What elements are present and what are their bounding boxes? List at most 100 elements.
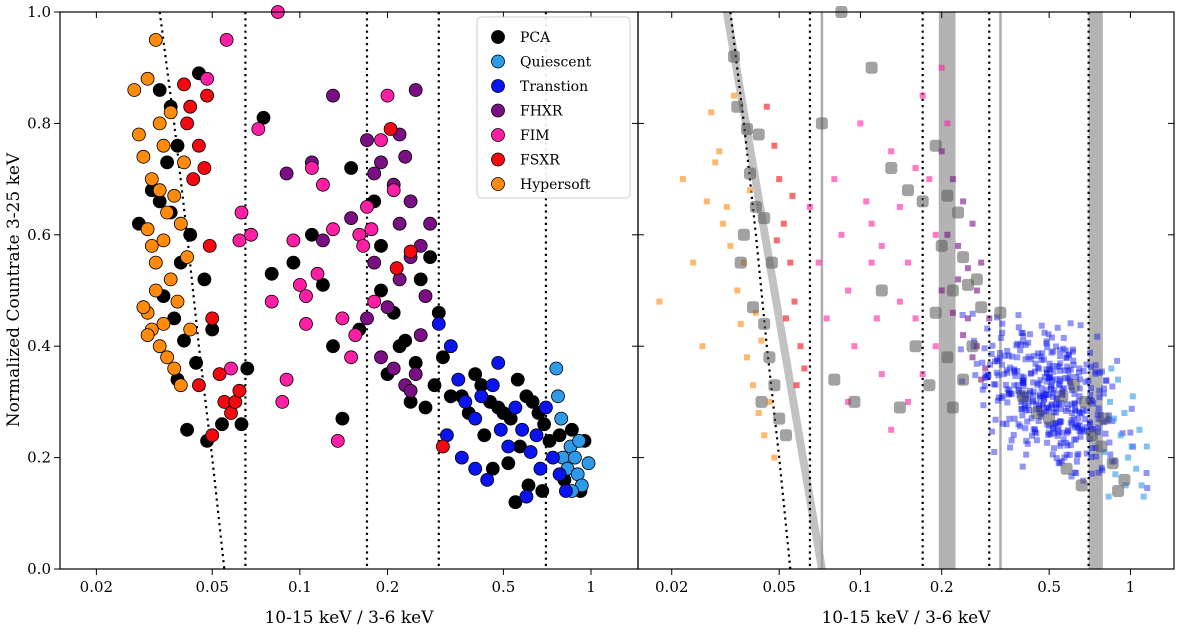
point-transtion xyxy=(1088,453,1095,460)
point-pca xyxy=(749,200,762,213)
point-transtion xyxy=(1081,427,1088,434)
point-transtion xyxy=(959,312,966,318)
point-pca xyxy=(521,478,536,493)
right-x-axis: 0.02 0.05 0.1 0.2 0.5 1 xyxy=(655,12,1135,596)
point-fhxr xyxy=(986,315,993,322)
point-pca xyxy=(240,361,255,376)
point-hypersoft xyxy=(163,272,178,287)
point-fsxr xyxy=(763,103,770,110)
point-fhxr xyxy=(938,148,945,155)
point-transtion xyxy=(1044,439,1051,446)
point-transtion xyxy=(1056,401,1062,408)
point-transtion xyxy=(1020,333,1027,339)
point-transtion xyxy=(1045,429,1052,436)
point-pca xyxy=(552,428,567,443)
point-transtion xyxy=(1088,363,1094,370)
point-transtion xyxy=(1019,463,1026,470)
point-pca xyxy=(828,373,841,386)
point-transtion xyxy=(468,461,483,476)
point-transtion xyxy=(1050,368,1057,375)
point-transtion xyxy=(1043,340,1050,347)
point-transtion xyxy=(1092,368,1099,375)
point-transtion xyxy=(1008,437,1015,444)
point-fsxr xyxy=(205,428,220,443)
point-transtion xyxy=(994,397,1001,404)
point-transtion xyxy=(1092,453,1099,460)
point-transtion xyxy=(1016,387,1023,393)
point-transtion xyxy=(1012,372,1019,379)
point-transtion xyxy=(1013,342,1020,349)
legend-label-hypersoft: Hypersoft xyxy=(520,177,591,193)
point-pca xyxy=(286,255,301,270)
point-pca xyxy=(1075,479,1088,492)
point-pca xyxy=(1079,395,1092,408)
point-transtion xyxy=(1027,331,1033,338)
point-transtion xyxy=(1047,374,1054,381)
point-transtion xyxy=(1011,415,1018,422)
legend-marker-fhxr xyxy=(491,103,505,118)
point-transtion xyxy=(1046,374,1053,381)
point-fsxr xyxy=(783,315,789,322)
point-transtion xyxy=(485,378,500,393)
point-quiescent xyxy=(1105,493,1112,500)
y-tick-label: 0.8 xyxy=(27,114,51,132)
point-transtion xyxy=(1044,344,1051,351)
point-transtion xyxy=(1029,397,1036,404)
point-pca xyxy=(902,184,914,197)
point-transtion xyxy=(1033,430,1040,437)
point-fsxr xyxy=(780,220,787,227)
point-transtion xyxy=(1034,350,1041,357)
point-transtion xyxy=(1082,378,1089,385)
point-transtion xyxy=(1055,423,1062,430)
point-transtion xyxy=(1017,423,1023,430)
point-transtion xyxy=(1064,401,1071,408)
point-hypersoft xyxy=(723,203,730,210)
point-hypersoft xyxy=(144,172,159,187)
point-pca xyxy=(180,422,195,437)
point-transtion xyxy=(1094,411,1101,418)
point-hypersoft xyxy=(734,287,741,294)
point-transtion xyxy=(454,450,469,465)
point-fhxr xyxy=(973,287,980,294)
point-quiescent xyxy=(1125,454,1132,461)
point-transtion xyxy=(957,346,964,353)
point-pca xyxy=(929,139,942,152)
point-fhxr xyxy=(386,361,401,376)
point-transtion xyxy=(1107,451,1114,458)
point-quiescent xyxy=(572,433,586,448)
point-transtion xyxy=(999,393,1006,400)
point-transtion xyxy=(1037,391,1043,398)
point-transtion xyxy=(1019,377,1026,384)
point-transtion xyxy=(1053,343,1059,350)
point-transtion xyxy=(1090,400,1097,407)
point-pca xyxy=(885,162,898,174)
point-transtion xyxy=(1092,370,1099,377)
point-pca xyxy=(763,351,776,364)
point-transtion xyxy=(1070,361,1077,368)
point-transtion xyxy=(1023,407,1030,414)
point-quiescent xyxy=(1111,415,1118,422)
point-transtion xyxy=(973,360,980,367)
point-fim xyxy=(219,33,234,47)
point-transtion xyxy=(1056,460,1063,467)
point-transtion xyxy=(1067,442,1074,448)
point-transtion xyxy=(1082,416,1089,422)
point-transtion xyxy=(1043,391,1050,398)
point-fsxr xyxy=(789,192,796,199)
point-transtion xyxy=(1062,367,1068,374)
point-fsxr xyxy=(177,77,191,92)
point-transtion xyxy=(1058,418,1065,425)
point-transtion xyxy=(1038,322,1045,329)
point-hypersoft xyxy=(708,109,715,116)
point-fhxr xyxy=(315,233,330,248)
point-fsxr xyxy=(200,88,215,103)
point-transtion xyxy=(1015,312,1022,319)
point-hypersoft xyxy=(160,205,175,220)
point-transtion xyxy=(997,350,1003,356)
point-pca xyxy=(848,395,861,408)
point-pca xyxy=(413,272,428,287)
left-panel: 0.02 0.05 0.1 0.2 0.5 1 0.00.20.40.60.81.0 10… xyxy=(4,3,1174,628)
point-fhxr xyxy=(398,149,413,164)
point-pca xyxy=(1017,390,1029,403)
